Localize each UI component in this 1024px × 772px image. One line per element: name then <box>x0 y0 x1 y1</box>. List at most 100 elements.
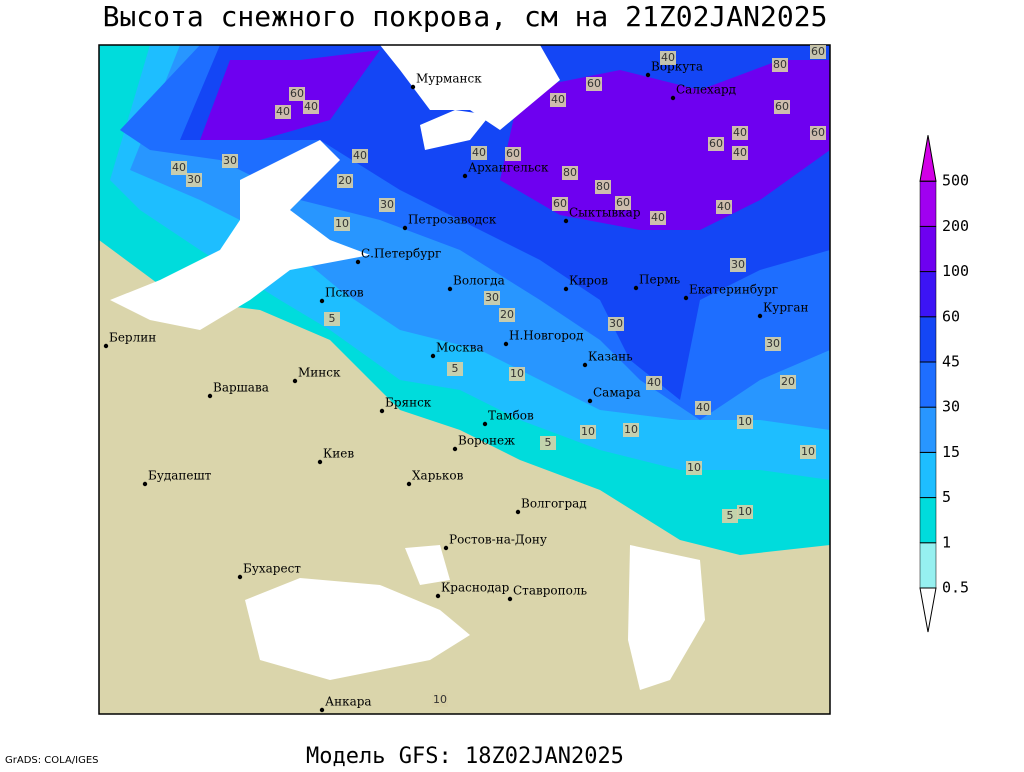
contour-label: 60 <box>616 196 630 209</box>
contour-label-box <box>650 211 666 225</box>
city-label: Псков <box>325 286 364 300</box>
contour-label: 20 <box>500 308 514 321</box>
contour-label: 40 <box>353 149 367 162</box>
colorbar-bin <box>919 271 937 318</box>
contour-label-box <box>810 126 826 140</box>
sea <box>245 578 470 680</box>
contour-label: 80 <box>563 166 577 179</box>
colorbar-label: 45 <box>942 353 960 371</box>
colorbar-bin <box>919 542 937 589</box>
city-label: Воркута <box>651 60 703 74</box>
contour-label-box <box>737 415 753 429</box>
city-label: Ростов-на-Дону <box>449 533 547 547</box>
contour-label: 10 <box>510 367 524 380</box>
sea <box>420 110 490 150</box>
colorbar-label: 5 <box>942 488 951 506</box>
contour-label-box <box>765 337 781 351</box>
contour-label-box <box>562 166 578 180</box>
contour-label: 5 <box>452 362 459 375</box>
contour-label-box <box>810 45 826 59</box>
city-label: Краснодар <box>441 581 510 595</box>
contour-label: 10 <box>738 505 752 518</box>
city-label: Вологда <box>453 274 505 288</box>
contour-label: 40 <box>647 376 661 389</box>
contour-label-box <box>780 375 796 389</box>
city-label: Воронеж <box>458 434 515 448</box>
contour-label-box <box>222 154 238 168</box>
contour-label: 40 <box>172 161 186 174</box>
city-label: Будапешт <box>148 469 212 483</box>
city-label: Тамбов <box>488 409 534 423</box>
contour-label-box <box>552 197 568 211</box>
contour-label: 40 <box>733 126 747 139</box>
city-dot <box>447 286 453 292</box>
map <box>99 45 830 714</box>
contour-label-box <box>289 87 305 101</box>
contour-label: 30 <box>380 198 394 211</box>
contour-label: 60 <box>553 197 567 210</box>
city-label: Казань <box>588 350 633 364</box>
contour-label-box <box>447 362 463 376</box>
city-dot <box>507 596 513 602</box>
city-label: Екатеринбург <box>689 283 778 297</box>
contour-label-box <box>337 174 353 188</box>
contour-label-box <box>772 58 788 72</box>
map-frame <box>98 44 831 715</box>
city-dot <box>319 298 325 304</box>
colorbar-label: 200 <box>942 217 969 235</box>
contour-label-box <box>509 367 525 381</box>
contour-label: 10 <box>581 425 595 438</box>
city-label: Салехард <box>676 83 736 97</box>
contour-label-box <box>586 77 602 91</box>
contour-label: 60 <box>290 87 304 100</box>
snow-zone <box>500 60 830 230</box>
colorbar-bin <box>919 226 937 272</box>
city-label: Мурманск <box>416 72 482 86</box>
contour-label-box <box>737 505 753 519</box>
city-dot <box>515 509 521 515</box>
city-label: С.Петербург <box>361 247 441 261</box>
contour-label: 5 <box>329 312 336 325</box>
contour-label: 10 <box>801 445 815 458</box>
contour-label-box <box>550 93 566 107</box>
city-dot <box>587 398 593 404</box>
sea <box>405 545 450 585</box>
contour-label-box <box>303 100 319 114</box>
subtitle: Модель GFS: 18Z02JAN2025 <box>306 744 624 768</box>
colorbar-bin <box>919 452 937 498</box>
city-dot <box>443 545 449 551</box>
city-label: Волгоград <box>521 497 587 511</box>
city-dot <box>645 72 651 78</box>
sea <box>628 545 705 690</box>
city-label: Архангельск <box>468 161 549 175</box>
contour-label: 40 <box>717 200 731 213</box>
contour-label: 5 <box>545 436 552 449</box>
sea <box>380 45 560 130</box>
contour-label: 40 <box>661 51 675 64</box>
city-label: Курган <box>763 301 808 315</box>
contour-label: 40 <box>651 211 665 224</box>
contour-label-box <box>708 137 724 151</box>
contour-label-box <box>695 401 711 415</box>
colorbar-bin <box>919 316 937 363</box>
colorbar-bin <box>919 406 937 453</box>
city-dot <box>317 459 323 465</box>
city-dot <box>430 353 436 359</box>
city-dot <box>563 218 569 224</box>
contour-label: 60 <box>811 45 825 58</box>
contour-label: 10 <box>433 693 447 706</box>
city-label: Н.Новгород <box>509 329 584 343</box>
city-dot <box>582 362 588 368</box>
city-label: Берлин <box>109 331 156 345</box>
city-dot <box>207 393 213 399</box>
city-dot <box>406 481 412 487</box>
city-dot <box>410 84 416 90</box>
city-label: Варшава <box>213 381 269 395</box>
city-label: Бухарест <box>243 562 301 576</box>
contour-label: 20 <box>338 174 352 187</box>
contour-label-box <box>324 312 340 326</box>
contour-label: 40 <box>276 105 290 118</box>
contour-label: 60 <box>811 126 825 139</box>
contour-label: 60 <box>506 147 520 160</box>
